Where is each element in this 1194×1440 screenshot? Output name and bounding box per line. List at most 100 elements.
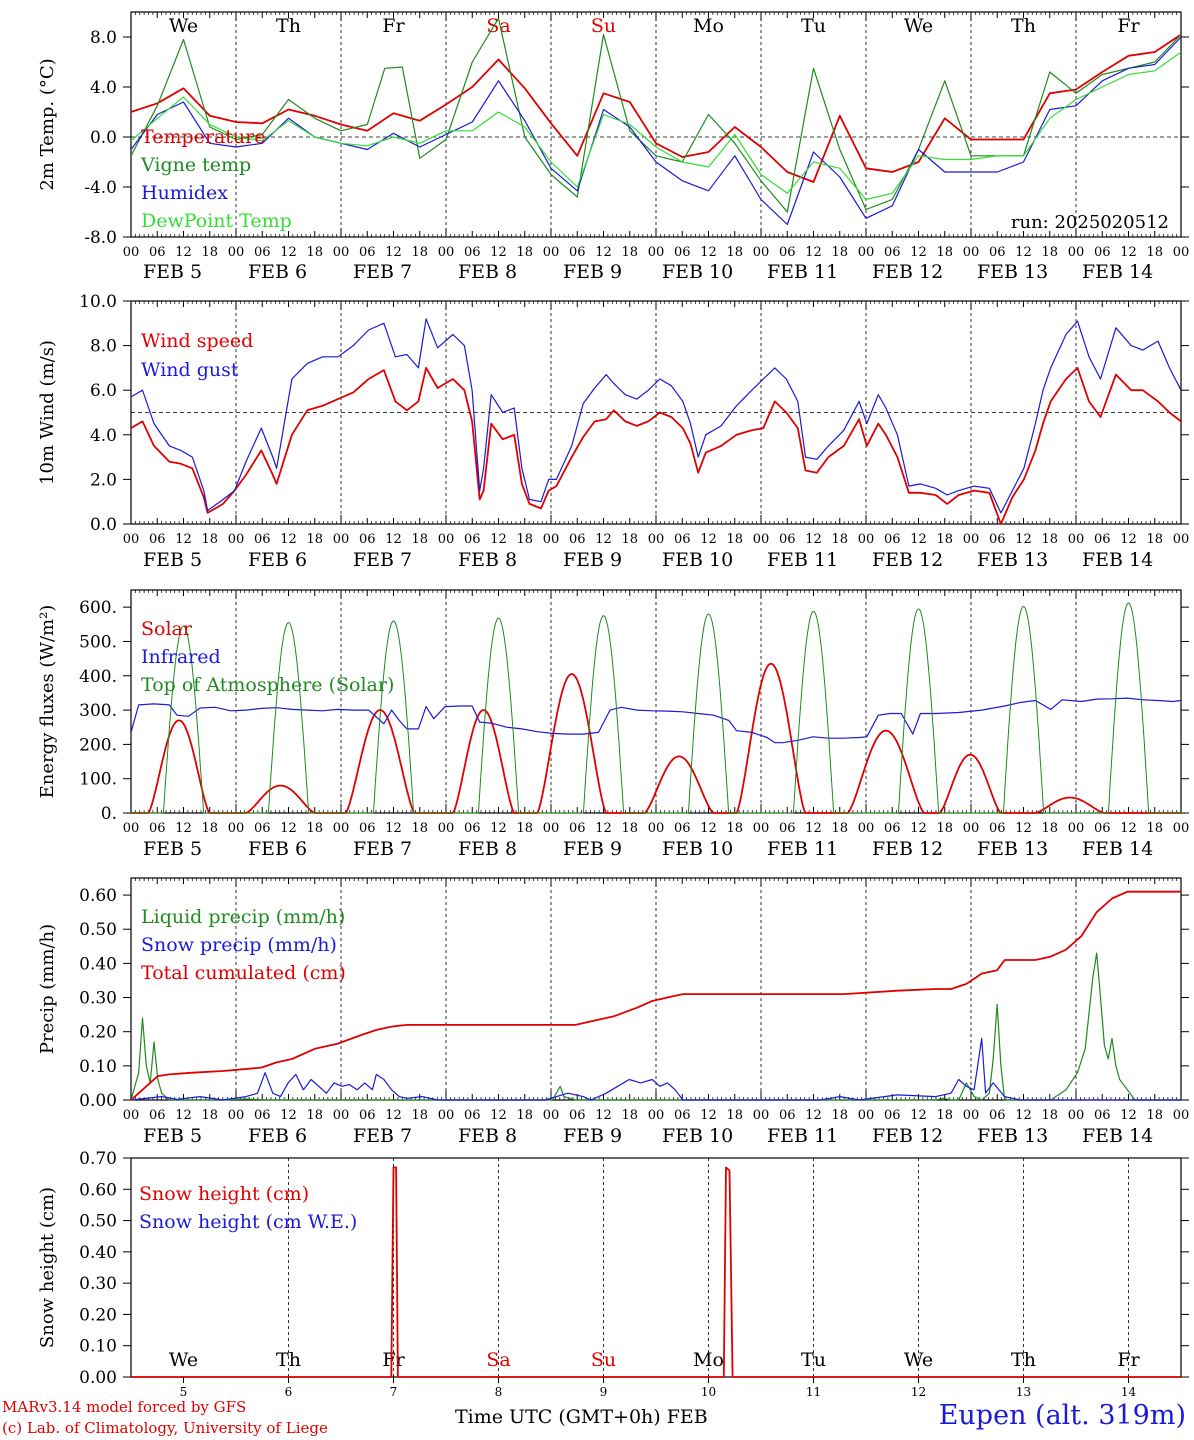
y-tick-label: 8.0 bbox=[90, 28, 117, 48]
series-group bbox=[131, 602, 1181, 814]
x-hour-tick-label: 18 bbox=[621, 532, 638, 547]
y-tick-label: 0.00 bbox=[79, 1091, 117, 1111]
x-day-label: FEB 7 bbox=[353, 838, 412, 860]
x-hour-tick-label: 18 bbox=[516, 821, 533, 836]
x-day-label: FEB 10 bbox=[662, 549, 733, 571]
x-hour-tick-label: 12 bbox=[385, 821, 402, 836]
x-hour-tick-label: 12 bbox=[490, 1108, 507, 1123]
x-hour-tick-label: 12 bbox=[700, 821, 717, 836]
y-tick-label: 400. bbox=[79, 667, 117, 687]
y-tick-label: 200. bbox=[79, 735, 117, 755]
x-hour-tick-label: 00 bbox=[753, 245, 770, 260]
x-hour-tick-label: 18 bbox=[411, 245, 428, 260]
x-hour-tick-label: 00 bbox=[543, 245, 560, 260]
legend-entry: Liquid precip (mm/h) bbox=[141, 906, 345, 928]
weekday-label: Tu bbox=[801, 15, 826, 37]
x-hour-tick-label: 06 bbox=[569, 245, 586, 260]
x-hour-tick-label: 06 bbox=[464, 532, 481, 547]
x-day-label: FEB 9 bbox=[563, 549, 622, 571]
x-hour-tick-label: 06 bbox=[359, 245, 376, 260]
x-hour-tick-label: 06 bbox=[359, 532, 376, 547]
x-day-label: FEB 5 bbox=[143, 261, 202, 283]
legend-entry: Snow height (cm) bbox=[139, 1183, 309, 1205]
x-hour-tick-label: 12 bbox=[805, 532, 822, 547]
x-day-label: FEB 8 bbox=[458, 1125, 517, 1147]
x-day-number: 9 bbox=[600, 1385, 608, 1399]
x-hour-tick-label: 00 bbox=[753, 532, 770, 547]
x-day-label: FEB 12 bbox=[872, 549, 943, 571]
legend-entry: Solar bbox=[141, 618, 193, 640]
y-tick-label: 0.60 bbox=[79, 886, 117, 906]
x-hour-tick-label: 06 bbox=[359, 1108, 376, 1123]
x-day-number: 6 bbox=[285, 1385, 293, 1399]
panel-3: 00 06 12 18 00 06 12 18 00 06 12 18 00 06 12 18 00 06 12 18… bbox=[37, 589, 1189, 860]
x-hour-tick-label: 12 bbox=[280, 1108, 297, 1123]
y-tick-label: -4.0 bbox=[84, 178, 117, 198]
x-hour-tick-label: 18 bbox=[831, 532, 848, 547]
x-hour-tick-label: 18 bbox=[621, 245, 638, 260]
x-day-label: FEB 10 bbox=[662, 1125, 733, 1147]
x-hour-tick-label: 06 bbox=[989, 821, 1006, 836]
series-line-solar bbox=[131, 662, 1181, 814]
y-tick-label: 0.30 bbox=[79, 1274, 117, 1294]
legend-entry: Infrared bbox=[141, 646, 221, 668]
x-hour-tick-label: 18 bbox=[306, 245, 323, 260]
x-hour-tick-label: 18 bbox=[1041, 1108, 1058, 1123]
x-hour-tick-label: 12 bbox=[1015, 1108, 1032, 1123]
y-tick-label: 0.50 bbox=[79, 1212, 117, 1232]
legend-entry: Top of Atmosphere (Solar) bbox=[141, 674, 394, 696]
weekday-label: Th bbox=[1011, 15, 1036, 37]
x-hour-tick-label: 06 bbox=[989, 245, 1006, 260]
y-tick-label: 500. bbox=[79, 632, 117, 652]
x-hour-tick-label: 06 bbox=[464, 245, 481, 260]
x-hour-tick-label: 06 bbox=[884, 532, 901, 547]
weekday-label: Sa bbox=[486, 1349, 510, 1371]
x-hour-tick-label: 12 bbox=[280, 821, 297, 836]
series-group bbox=[131, 318, 1181, 525]
x-hour-tick-label: 18 bbox=[936, 821, 953, 836]
y-tick-label: 0.10 bbox=[79, 1337, 117, 1357]
x-day-number: 10 bbox=[701, 1385, 716, 1399]
x-day-label: FEB 6 bbox=[248, 261, 307, 283]
series-line-infrared bbox=[131, 697, 1181, 744]
x-hour-tick-label: 00 bbox=[438, 532, 455, 547]
series-group bbox=[131, 890, 1181, 1101]
x-hour-tick-label: 00 bbox=[543, 1108, 560, 1123]
x-day-number: 12 bbox=[911, 1385, 926, 1399]
y-tick-label: 0.30 bbox=[79, 989, 117, 1009]
x-hour-tick-label: 06 bbox=[674, 245, 691, 260]
series-line-humidex bbox=[131, 36, 1181, 226]
x-hour-tick-label: 00 bbox=[543, 821, 560, 836]
y-tick-label: 0.50 bbox=[79, 920, 117, 940]
x-day-label: FEB 5 bbox=[143, 549, 202, 571]
x-hour-tick-label: 12 bbox=[595, 532, 612, 547]
x-day-number: 14 bbox=[1121, 1385, 1137, 1399]
x-day-label: FEB 8 bbox=[458, 261, 517, 283]
x-hour-tick-label: 06 bbox=[149, 245, 166, 260]
weekday-label: Mo bbox=[693, 15, 724, 37]
x-hour-tick-label: 18 bbox=[201, 1108, 218, 1123]
y-tick-label: 0.00 bbox=[79, 1368, 117, 1388]
x-day-label: FEB 7 bbox=[353, 1125, 412, 1147]
legend-entry: Wind speed bbox=[141, 330, 253, 352]
series-line-vigne-temp bbox=[131, 17, 1181, 213]
x-hour-tick-label: 06 bbox=[149, 821, 166, 836]
x-day-number: 7 bbox=[390, 1385, 398, 1399]
x-day-label: FEB 14 bbox=[1082, 549, 1153, 571]
y-tick-label: 100. bbox=[79, 770, 117, 790]
series-line-snow-precip-mm-h bbox=[131, 1037, 1181, 1101]
x-hour-tick-label: 00 bbox=[123, 245, 140, 260]
x-hour-tick-label: 00 bbox=[963, 532, 980, 547]
x-hour-tick-label: 00 bbox=[438, 1108, 455, 1123]
x-hour-tick-label: 12 bbox=[1015, 821, 1032, 836]
x-hour-tick-label: 00 bbox=[858, 1108, 875, 1123]
x-hour-tick-label: 06 bbox=[989, 532, 1006, 547]
x-day-label: FEB 9 bbox=[563, 838, 622, 860]
series-line-snow-height-cm bbox=[131, 1166, 1181, 1378]
plot-frame bbox=[130, 11, 1182, 238]
x-hour-tick-label: 18 bbox=[831, 821, 848, 836]
weekday-label: Fr bbox=[382, 1349, 405, 1371]
y-axis-label: 10m Wind (m/s) bbox=[37, 340, 58, 485]
y-tick-label: 6.0 bbox=[90, 381, 117, 401]
